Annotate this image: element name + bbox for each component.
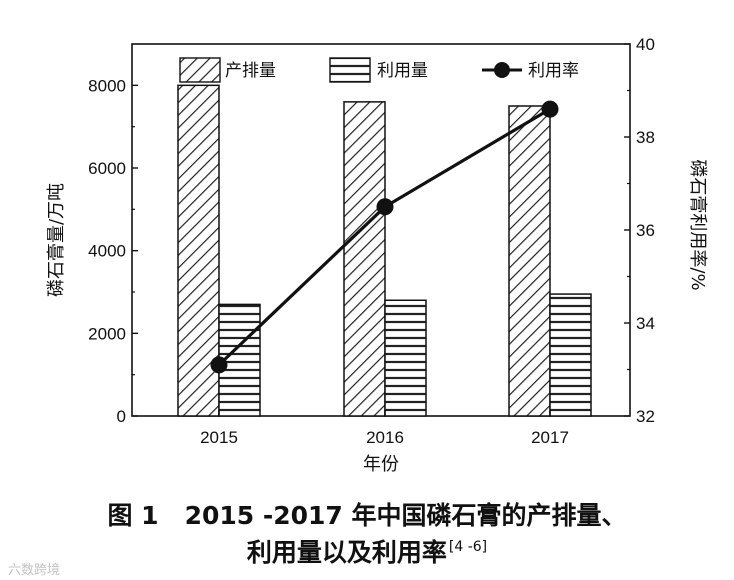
legend-label-utilization: 利用量 (377, 61, 428, 81)
x-tick-label-2015: 2015 (200, 428, 238, 447)
left-tick-label-8000: 8000 (88, 76, 126, 95)
bar-series (177, 84, 592, 417)
right-tick-label-40: 40 (636, 35, 655, 54)
rate-point-2017 (541, 100, 559, 118)
x-axis-title: 年份 (363, 454, 399, 475)
axes: 0 2000 4000 6000 8000 32 34 36 38 40 2015 2016 2017 (88, 35, 655, 447)
legend-label-emission: 产排量 (225, 61, 276, 81)
x-tick-label-2016: 2016 (366, 428, 404, 447)
legend: 产排量 利用量 利用率 (179, 57, 579, 83)
watermark-logo: 六数跨境 (8, 563, 61, 578)
bar-utilization-2016 (384, 299, 427, 417)
right-tick-label-36: 36 (636, 221, 655, 240)
left-tick-label-4000: 4000 (88, 242, 126, 261)
legend-swatch-rate-marker (494, 62, 510, 78)
figure-number: 图 1 (107, 501, 159, 530)
x-tick-label-2017: 2017 (531, 428, 569, 447)
legend-swatch-emission (179, 57, 221, 83)
left-tick-label-2000: 2000 (88, 324, 126, 343)
right-tick-label-32: 32 (636, 407, 655, 426)
legend-label-rate: 利用率 (528, 61, 579, 81)
figure-caption-line-2: 利用量以及利用率 [4 -6] (0, 533, 734, 569)
rate-point-2015 (210, 356, 228, 374)
legend-swatch-utilization (329, 57, 371, 83)
caption-reference: [4 -6] (448, 539, 488, 555)
left-axis-title: 磷石膏量/万吨 (45, 183, 67, 297)
bar-utilization-2017 (549, 293, 592, 417)
bar-emission-2017 (508, 105, 551, 417)
bar-emission-2016 (343, 101, 386, 417)
left-tick-label-0: 0 (117, 407, 126, 426)
rate-line-series (210, 100, 559, 374)
left-tick-label-6000: 6000 (88, 159, 126, 178)
right-tick-label-38: 38 (636, 128, 655, 147)
caption-text-1: 2015 -2017 年中国磷石膏的产排量、 (184, 501, 627, 530)
caption-text-2: 利用量以及利用率 (246, 538, 447, 567)
figure-caption-line-1: 图 1 2015 -2017 年中国磷石膏的产排量、 (0, 496, 734, 532)
rate-point-2016 (376, 198, 394, 216)
right-axis-title: 磷石膏利用率/% (687, 159, 709, 290)
right-tick-label-34: 34 (636, 314, 655, 333)
